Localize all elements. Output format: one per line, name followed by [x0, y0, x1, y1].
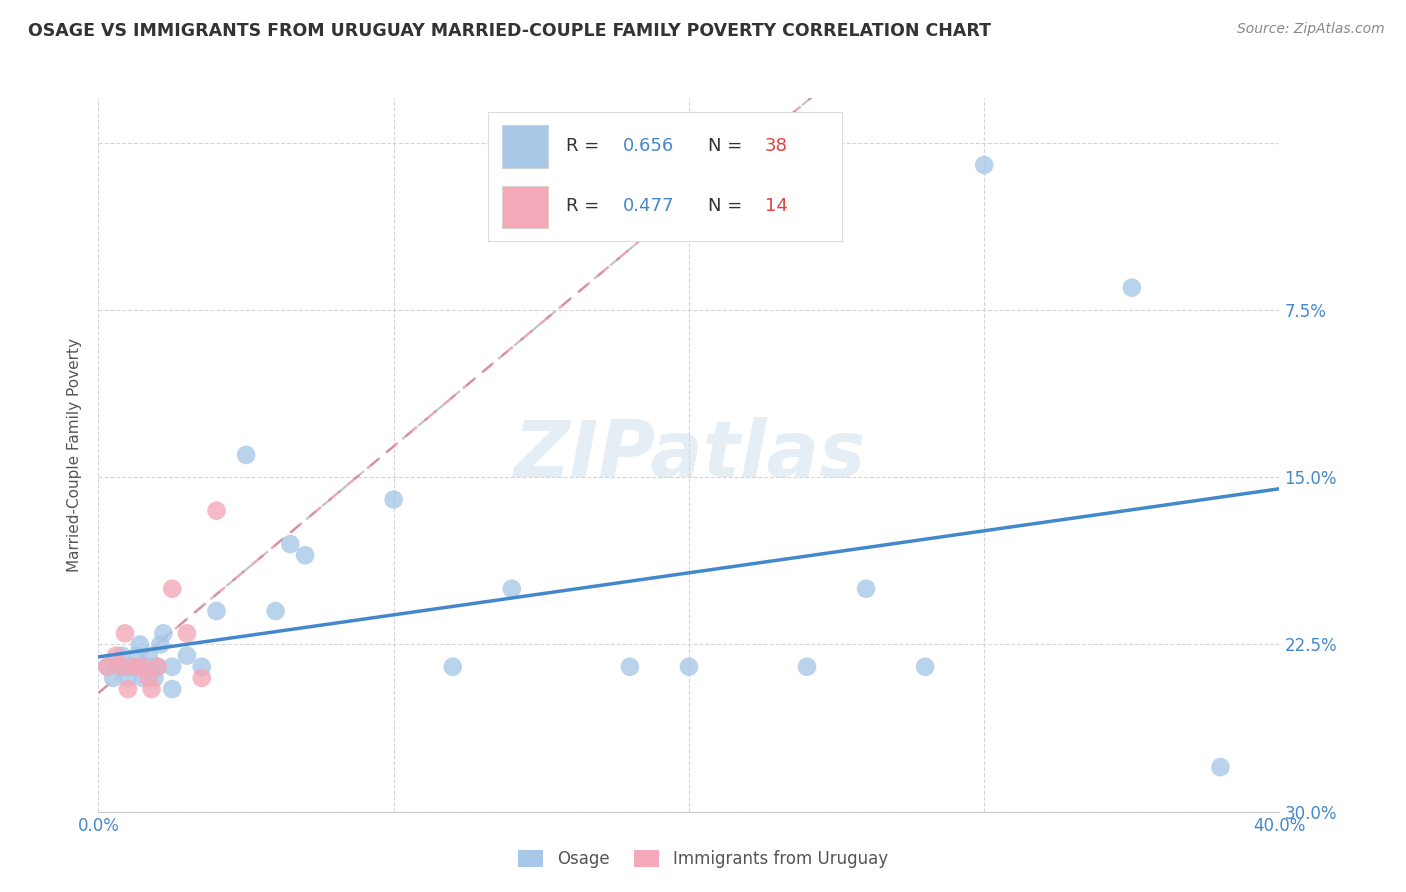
Point	[128, 637, 150, 651]
Text: ZIPatlas: ZIPatlas	[513, 417, 865, 493]
Point	[1121, 281, 1143, 295]
Point	[138, 648, 160, 663]
Point	[132, 671, 155, 685]
Point	[117, 671, 139, 685]
Y-axis label: Married-Couple Family Poverty: Married-Couple Family Poverty	[67, 338, 83, 572]
Point	[141, 660, 163, 674]
Point	[152, 626, 174, 640]
Point	[205, 503, 228, 517]
Point	[135, 660, 157, 674]
Point	[855, 582, 877, 596]
Point	[278, 537, 302, 551]
Point	[138, 671, 160, 685]
Point	[108, 660, 131, 674]
Point	[125, 648, 148, 663]
Point	[1209, 760, 1232, 774]
Point	[117, 681, 139, 696]
Point	[914, 660, 936, 674]
Point	[796, 660, 818, 674]
Point	[294, 548, 316, 563]
Point	[264, 604, 287, 618]
Text: OSAGE VS IMMIGRANTS FROM URUGUAY MARRIED-COUPLE FAMILY POVERTY CORRELATION CHART: OSAGE VS IMMIGRANTS FROM URUGUAY MARRIED…	[28, 22, 991, 40]
Point	[122, 660, 145, 674]
Point	[122, 660, 145, 674]
Point	[114, 660, 136, 674]
Text: Source: ZipAtlas.com: Source: ZipAtlas.com	[1237, 22, 1385, 37]
Point	[149, 637, 172, 651]
Legend: Osage, Immigrants from Uruguay: Osage, Immigrants from Uruguay	[512, 843, 894, 875]
Point	[132, 660, 155, 674]
Point	[146, 660, 169, 674]
Point	[162, 660, 183, 674]
Point	[176, 626, 198, 640]
Point	[678, 660, 700, 674]
Point	[111, 648, 134, 663]
Point	[619, 660, 641, 674]
Point	[501, 582, 523, 596]
Point	[111, 660, 134, 674]
Point	[114, 626, 136, 640]
Point	[191, 660, 214, 674]
Point	[96, 660, 118, 674]
Point	[235, 448, 257, 462]
Point	[105, 648, 128, 663]
Point	[96, 660, 118, 674]
Point	[120, 660, 142, 674]
Point	[146, 660, 169, 674]
Point	[191, 671, 214, 685]
Point	[141, 681, 163, 696]
Point	[973, 158, 995, 172]
Point	[441, 660, 464, 674]
Point	[162, 681, 183, 696]
Point	[162, 582, 183, 596]
Point	[382, 492, 405, 507]
Point	[103, 671, 125, 685]
Point	[143, 671, 166, 685]
Point	[205, 604, 228, 618]
Point	[176, 648, 198, 663]
